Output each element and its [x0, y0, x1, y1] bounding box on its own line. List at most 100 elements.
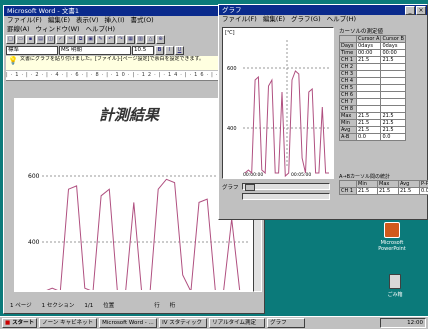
columns-icon[interactable]: ▥	[136, 35, 145, 44]
cursor-table-cell: Min	[339, 119, 357, 127]
cut-icon[interactable]: ✂	[66, 35, 75, 44]
word-menubar-2: 罫線(A) ウィンドウ(W) ヘルプ(H)	[4, 25, 264, 34]
copy-icon[interactable]: ⧉	[76, 35, 85, 44]
graph-label: グラフ	[222, 185, 239, 191]
graph-scroll-slider[interactable]	[242, 183, 330, 191]
task-0[interactable]: ノーン キャビネット	[39, 318, 98, 328]
cursor-table-row[interactable]: CH 2	[339, 63, 406, 71]
windows-logo-icon: ■	[5, 320, 11, 326]
cursor-table-row[interactable]: CH 7	[339, 98, 406, 106]
open-icon[interactable]: ▭	[16, 35, 25, 44]
cursor-table-header-cell	[339, 35, 357, 43]
cursor-table-header-row: Cursor A Cursor B	[339, 35, 406, 43]
graph-chart: 600 400 00:00:00 00:05:00	[227, 40, 331, 178]
redo-icon[interactable]: ↷	[116, 35, 125, 44]
cursor-table-cell	[380, 84, 406, 92]
format-painter-icon[interactable]: ✎	[96, 35, 105, 44]
stats-table-header-row: Min Max Avg P-P	[339, 180, 428, 188]
menu-table[interactable]: 罫線(A)	[7, 25, 30, 33]
print-icon[interactable]: ▤	[36, 35, 45, 44]
cursor-table-row[interactable]: Max 21.5 21.5	[339, 112, 406, 120]
cursor-table-row[interactable]: CH 8	[339, 105, 406, 113]
cursor-table-row[interactable]: A-B 0.0 0.0	[339, 133, 406, 141]
graph-menu-file[interactable]: ファイル(F)	[222, 15, 257, 23]
taskbar: ■ スタート ノーン キャビネット Microsoft Word - ... I…	[0, 316, 428, 329]
cursor-table-cell	[380, 63, 406, 71]
graph-plot[interactable]: [℃] 600 400 00:00:00 00:05:00	[222, 27, 334, 179]
italic-icon[interactable]: I	[165, 46, 174, 55]
menu-window[interactable]: ウィンドウ(W)	[35, 25, 80, 33]
document-page[interactable]: 計測結果 600 400	[14, 98, 254, 292]
underline-icon[interactable]: U	[175, 46, 184, 55]
cursor-table-row[interactable]: CH 4	[339, 77, 406, 85]
menu-help[interactable]: ヘルプ(H)	[85, 25, 115, 33]
graph-minimize-icon[interactable]: _	[405, 5, 415, 15]
document-title: 計測結果	[98, 106, 159, 124]
cursor-table-row[interactable]: CH 6	[339, 91, 406, 99]
paste-icon[interactable]: ▣	[86, 35, 95, 44]
cursor-table-cell	[355, 77, 382, 85]
cursor-table-row[interactable]: CH 3	[339, 70, 406, 78]
task-1[interactable]: Microsoft Word - ...	[99, 318, 158, 328]
status-col: 桁	[169, 303, 176, 309]
cursor-table-row[interactable]: CH 1 21.5 21.5	[339, 56, 406, 64]
size-combo[interactable]: 10.5	[132, 46, 154, 55]
menu-edit[interactable]: 編集(E)	[47, 16, 70, 24]
word-status-bar: 1 ページ 1 セクション 1/1 位置 行 桁	[6, 302, 262, 311]
style-combo[interactable]: 標準	[6, 46, 58, 55]
graph-menu-edit[interactable]: 編集(E)	[262, 15, 285, 23]
cursor-table-row[interactable]: CH 5	[339, 84, 406, 92]
slider-thumb[interactable]	[245, 184, 255, 191]
task-3[interactable]: リアルタイム測定	[209, 318, 266, 328]
new-doc-icon[interactable]: □	[6, 35, 15, 44]
font-combo[interactable]: MS 明朝	[59, 46, 131, 55]
ruler[interactable]: |·1·|·2·|·4·|·6·|·8·|·10·|·12·|·14·|·16·…	[6, 71, 262, 81]
menu-view[interactable]: 表示(V)	[76, 16, 99, 24]
lightbulb-icon: 💡	[8, 56, 18, 65]
graph-scroll-slider-2[interactable]	[242, 193, 330, 200]
cursor-table-cell: 21.5	[380, 126, 406, 134]
cursor-table-cell	[380, 70, 406, 78]
status-section: 1 セクション	[41, 303, 75, 309]
start-button[interactable]: ■ スタート	[2, 318, 38, 328]
task-4[interactable]: グラフ	[267, 318, 306, 328]
save-icon[interactable]: ▪	[26, 35, 35, 44]
cursor-table-cell: 0days	[355, 42, 382, 50]
task-2[interactable]: IV スタティック	[159, 318, 208, 328]
menu-insert[interactable]: 挿入(I)	[104, 16, 125, 24]
stats-table-header-cell: Avg	[398, 180, 420, 188]
graph-menubar: ファイル(F) 編集(E) グラフ(G) ヘルプ(H)	[219, 15, 427, 24]
bold-icon[interactable]: B	[155, 46, 164, 55]
graph-menu-help[interactable]: ヘルプ(H)	[326, 15, 357, 23]
spell-icon[interactable]: ✓	[56, 35, 65, 44]
powerpoint-shortcut[interactable]: Microsoft PowerPoint	[370, 222, 414, 252]
cursor-table-row[interactable]: Days 0days 0days	[339, 42, 406, 50]
cursor-table-cell: Days	[339, 42, 357, 50]
start-label: スタート	[12, 320, 35, 326]
hint-text: 文書にグラフを貼り付けました。[ファイル]-[ページ設定]で余白を設定できます。	[19, 56, 204, 62]
cursor-table-header-cell: Cursor B	[380, 35, 406, 43]
undo-icon[interactable]: ↶	[106, 35, 115, 44]
recycle-bin-shortcut[interactable]: ごみ箱	[380, 274, 410, 298]
cursor-table-row[interactable]: Time 00:00 00:00	[339, 49, 406, 57]
table-icon[interactable]: ▦	[126, 35, 135, 44]
stats-table-cell: 21.5	[356, 187, 378, 195]
graph-close-icon[interactable]: ×	[416, 5, 426, 15]
cursor-table-row[interactable]: Avg 21.5 21.5	[339, 126, 406, 134]
menu-file[interactable]: ファイル(F)	[7, 16, 42, 24]
graph-title: グラフ	[222, 6, 242, 14]
cursor-table-cell: 0.0	[355, 133, 382, 141]
tray-clock: 12:00	[407, 320, 423, 326]
menu-format[interactable]: 書式(O)	[130, 16, 154, 24]
cursor-table-row[interactable]: Min 21.5 21.5	[339, 119, 406, 127]
cursor-table-cell: 21.5	[355, 56, 382, 64]
graph-title-bar[interactable]: グラフ _ ×	[219, 5, 427, 15]
graph-menu-graph[interactable]: グラフ(G)	[291, 15, 321, 23]
format-toolbar: 標準 MS 明朝 10.5 B I U	[4, 45, 264, 56]
zoom-icon[interactable]: ⊕	[156, 35, 165, 44]
stats-table-row[interactable]: CH 1 21.5 21.5 21.5 0.0	[339, 187, 428, 195]
drawing-icon[interactable]: △	[146, 35, 155, 44]
graph-ytick-600: 600	[227, 66, 237, 72]
preview-icon[interactable]: ◫	[46, 35, 55, 44]
cursor-table-cell: 21.5	[355, 112, 382, 120]
